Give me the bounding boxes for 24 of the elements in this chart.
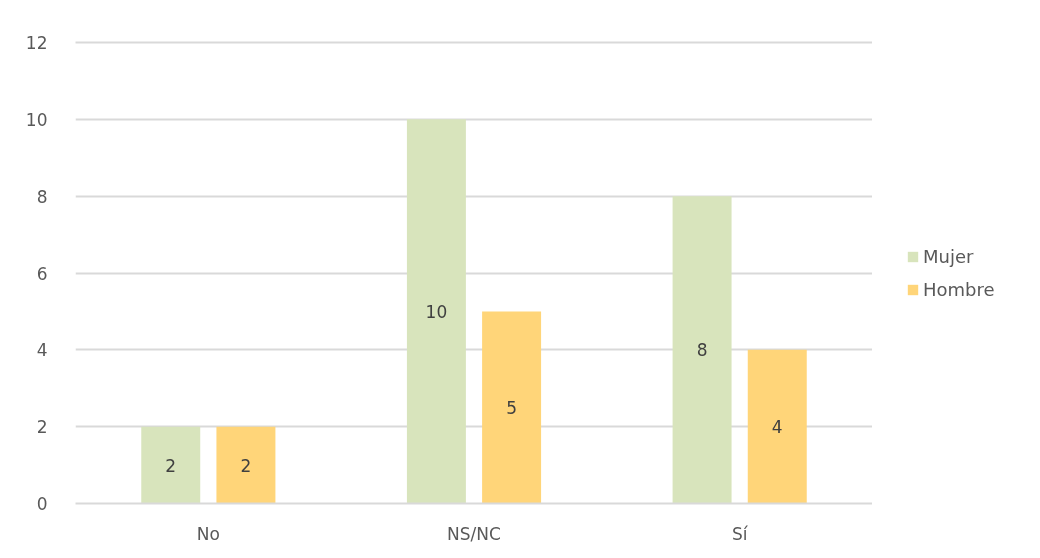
y-tick-label: 6 — [36, 263, 48, 284]
x-tick-label: Sí — [731, 523, 749, 544]
y-tick-label: 12 — [25, 33, 48, 53]
y-tick-label: 8 — [36, 186, 48, 207]
bar — [747, 349, 807, 504]
bar — [482, 311, 542, 504]
x-tick-label: No — [196, 523, 220, 544]
data-label: 2 — [240, 455, 252, 476]
data-label: 8 — [696, 340, 708, 361]
data-label: 10 — [425, 301, 448, 322]
data-label: 5 — [506, 397, 518, 418]
bar — [216, 426, 276, 504]
data-label: 4 — [771, 417, 783, 438]
bar — [406, 119, 466, 504]
y-tick-label: 4 — [36, 340, 48, 361]
data-label: 2 — [165, 455, 177, 476]
bar — [141, 426, 201, 504]
y-tick-label: 0 — [36, 494, 48, 514]
y-tick-label: 10 — [25, 109, 48, 130]
y-tick-label: 2 — [36, 417, 48, 438]
x-tick-label: NS/NC — [447, 523, 501, 544]
bar — [672, 196, 732, 504]
legend-label: Mujer — [923, 245, 974, 267]
legend-label: Hombre — [923, 278, 995, 300]
